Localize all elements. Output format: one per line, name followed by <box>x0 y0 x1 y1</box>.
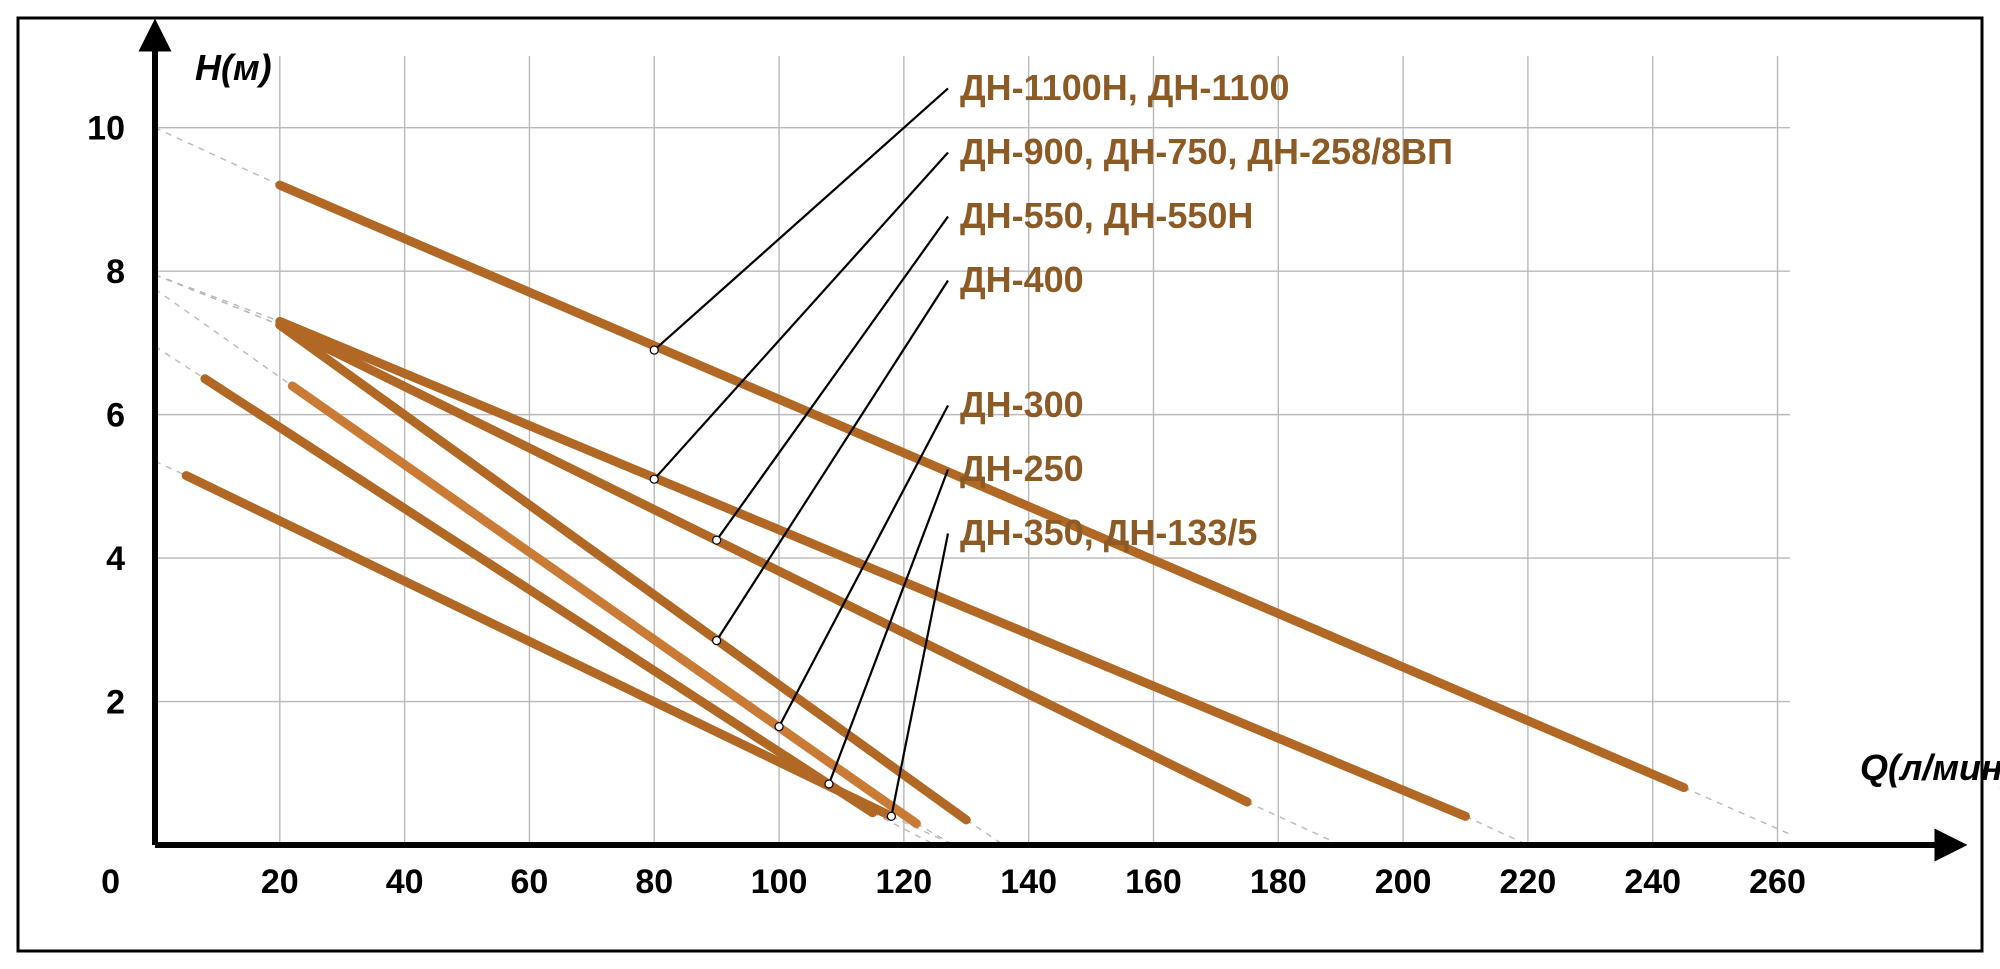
series-dn900 <box>280 321 1466 816</box>
series-label-dn250: ДН-250 <box>960 448 1084 489</box>
y-tick-6: 6 <box>106 397 125 435</box>
series-label-dn900: ДН-900, ДН-750, ДН-258/8ВП <box>960 131 1453 172</box>
x-tick-180: 180 <box>1250 863 1307 901</box>
series-dn300 <box>292 386 916 824</box>
y-tick-4: 4 <box>106 540 125 578</box>
callout-dot-dn400 <box>713 637 721 645</box>
callout-dot-dn350 <box>887 812 895 820</box>
x-tick-220: 220 <box>1500 863 1557 901</box>
x-tick-40: 40 <box>386 863 424 901</box>
x-tick-260: 260 <box>1749 863 1806 901</box>
x-tick-100: 100 <box>751 863 808 901</box>
x-tick-60: 60 <box>511 863 549 901</box>
series-label-dn550: ДН-550, ДН-550Н <box>960 195 1253 236</box>
y-axis-label: Н(м) <box>195 47 272 88</box>
callout-dot-dn1100 <box>650 346 658 354</box>
tick-labels: 0 20 40 60 80 100 120 140 160 180 200 220 240 260 2 4 6 8… <box>87 110 1806 901</box>
series-label-dn1100: ДН-1100Н, ДН-1100 <box>960 67 1289 108</box>
y-tick-8: 8 <box>106 253 125 291</box>
series-label-dn350: ДН-350, ДН-133/5 <box>960 512 1257 553</box>
x-axis-label: Q(л/мин) <box>1860 747 2000 788</box>
x-tick-0: 0 <box>101 863 120 901</box>
series-dn250 <box>205 379 873 813</box>
callout-dot-dn550 <box>713 536 721 544</box>
pump-chart: 0 20 40 60 80 100 120 140 160 180 200 220 240 260 2 4 6 8… <box>0 0 2000 969</box>
series-label-dn400: ДН-400 <box>960 259 1084 300</box>
series-label-dn300: ДН-300 <box>960 384 1084 425</box>
callout-dot-dn900 <box>650 475 658 483</box>
x-tick-200: 200 <box>1375 863 1432 901</box>
x-tick-140: 140 <box>1000 863 1057 901</box>
x-tick-120: 120 <box>875 863 932 901</box>
callout-dot-dn300 <box>775 723 783 731</box>
callout-line-dn300 <box>779 405 948 726</box>
series-dn350 <box>186 476 891 817</box>
x-tick-160: 160 <box>1125 863 1182 901</box>
x-tick-80: 80 <box>635 863 673 901</box>
x-tick-20: 20 <box>261 863 299 901</box>
y-tick-2: 2 <box>106 684 125 722</box>
x-tick-240: 240 <box>1624 863 1681 901</box>
callout-dot-dn250 <box>825 780 833 788</box>
y-tick-10: 10 <box>87 110 125 148</box>
